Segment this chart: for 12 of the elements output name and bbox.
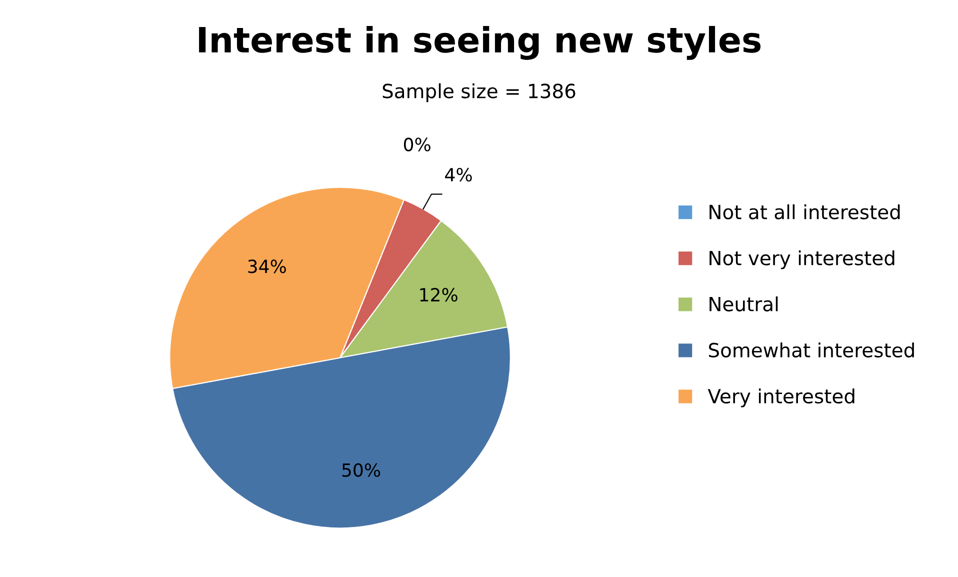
- data-label: 4%: [445, 168, 472, 182]
- data-label: 50%: [342, 463, 380, 477]
- data-label: 34%: [248, 260, 286, 274]
- legend-label: Very interested: [708, 388, 854, 408]
- legend-label: Neutral: [710, 296, 778, 312]
- legend-label: Somewhat interested: [708, 342, 914, 358]
- chart-subtitle: Sample size = 1386: [382, 83, 576, 102]
- data-label: 12%: [420, 288, 458, 302]
- text: 0%: [404, 138, 430, 152]
- legend-label: Not very interested: [710, 250, 894, 270]
- legend-label: Not at all interested: [710, 204, 900, 220]
- chart-title: Interest in seeing new styles: [199, 26, 761, 60]
